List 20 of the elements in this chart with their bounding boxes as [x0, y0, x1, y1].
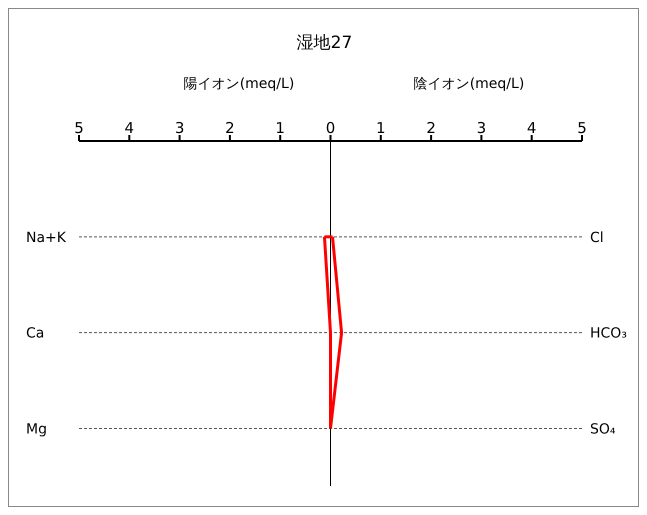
- x-tick-label: 1: [275, 119, 285, 137]
- x-tick-label: 4: [526, 119, 536, 137]
- y-tick-label: Na+K: [26, 230, 67, 246]
- y-tick-label: Ca: [26, 326, 44, 342]
- x-tick-label: 0: [326, 119, 336, 137]
- y2-tick-label: Cl: [590, 230, 604, 246]
- x-tick-label: 5: [577, 119, 587, 137]
- y-tick-label: Mg: [26, 421, 47, 438]
- text: 陰イオン(meq/L): [412, 75, 526, 93]
- x-tick-label: 2: [426, 119, 436, 137]
- y2-tick-label: HCO₃: [590, 326, 627, 342]
- y2-tick-label: SO₄: [590, 421, 616, 438]
- x-tick-label: 3: [476, 119, 486, 137]
- x-tick-label: 5: [74, 119, 84, 137]
- x-tick-label: 4: [124, 119, 134, 137]
- x-tick-label: 3: [174, 119, 184, 137]
- x-axis-title: 陽イオン(meq/L): [182, 75, 296, 93]
- x-tick-label: 1: [376, 119, 386, 137]
- x-tick-label: 2: [225, 119, 235, 137]
- chart-title: 湿地27: [296, 32, 354, 54]
